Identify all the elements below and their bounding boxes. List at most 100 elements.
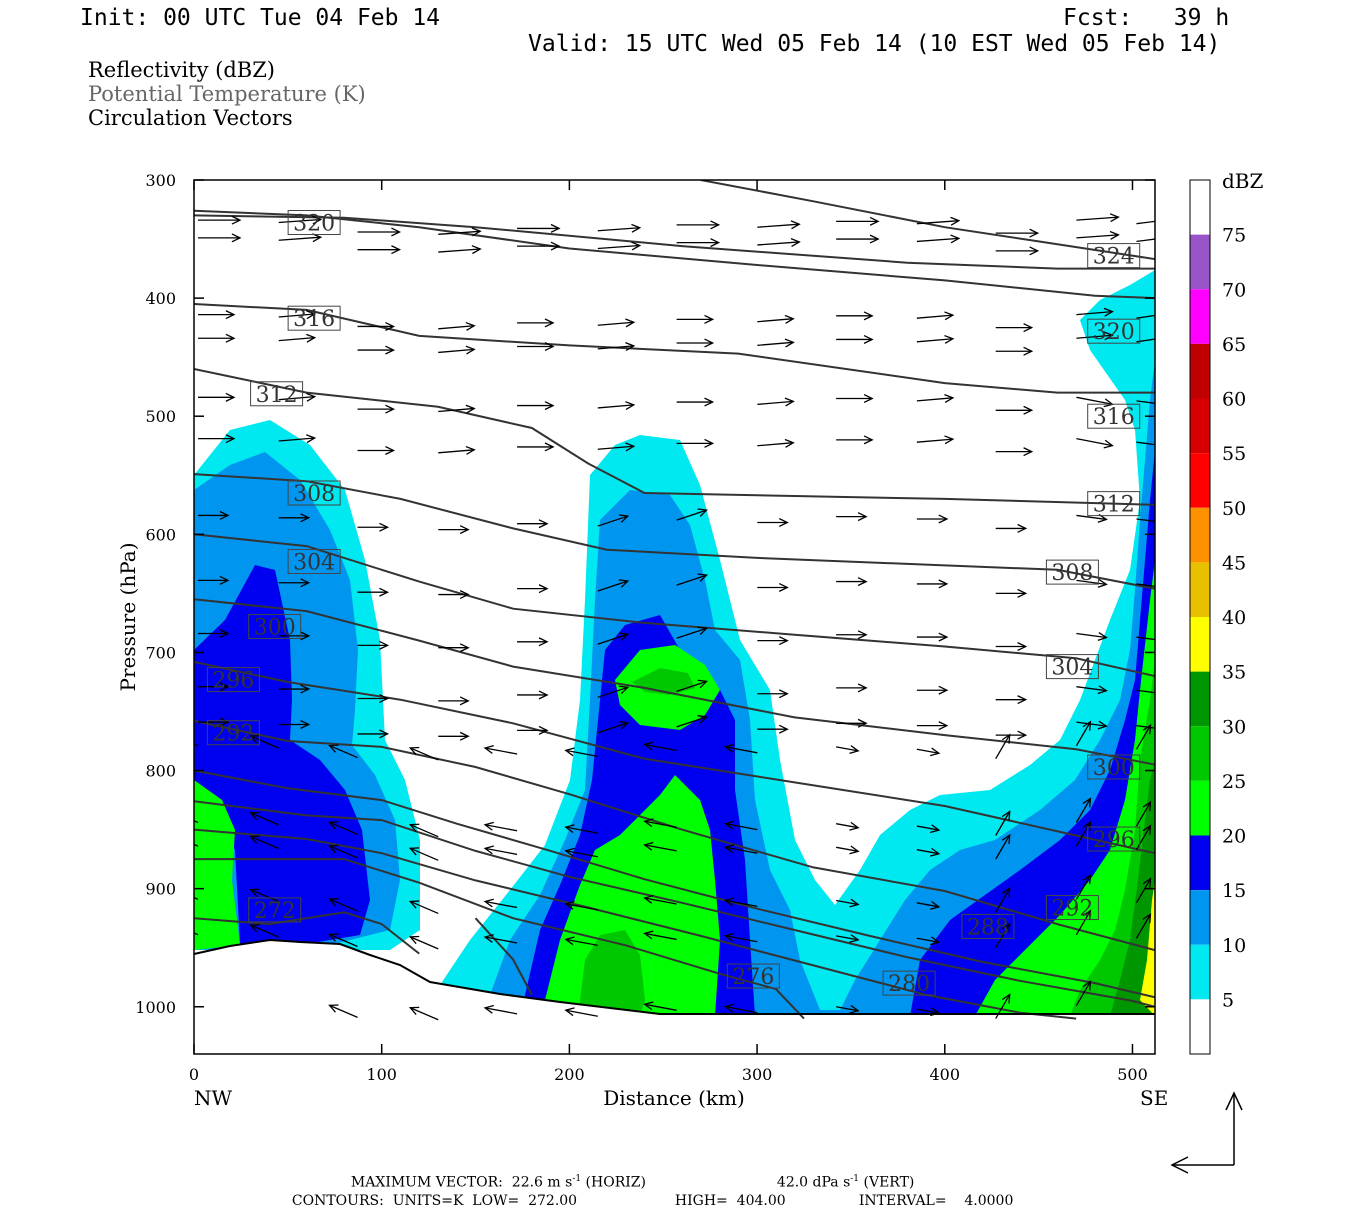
- vector-arrow: [198, 434, 236, 444]
- vector-arrow: [676, 573, 709, 586]
- x-axis-label: Distance (km): [603, 1086, 745, 1110]
- vector-arrow: [836, 821, 860, 831]
- vector-arrow: [836, 394, 874, 403]
- vector-arrow: [995, 323, 1034, 333]
- vector-arrow: [517, 342, 555, 352]
- vector-arrow: [757, 138, 799, 146]
- forecast-hour: Fcst: 39 h: [1063, 5, 1230, 31]
- vector-arrow: [249, 924, 279, 938]
- theta-label: 312: [256, 383, 298, 408]
- vector-arrow: [757, 397, 795, 407]
- vector-arrow: [836, 934, 860, 943]
- theta-label-box: [1045, 895, 1099, 921]
- y-tick-label: 300: [145, 171, 176, 190]
- vector-arrow: [1136, 636, 1155, 641]
- vector-arrow: [1135, 800, 1152, 827]
- vector-arrow: [723, 897, 758, 908]
- vector-arrow: [517, 637, 549, 647]
- vector-arrow: [723, 743, 758, 754]
- vector-arrow: [483, 821, 518, 832]
- vector-arrow: [278, 392, 317, 402]
- vector-arrow: [916, 579, 949, 589]
- x-tick-label: 500: [1117, 1065, 1148, 1084]
- theta-label-box: [206, 667, 260, 693]
- colorbar-swatch: [1190, 453, 1210, 508]
- footer-contours: CONTOURS: UNITS=K LOW= 272.00: [291, 1193, 578, 1209]
- vector-arrow: [643, 895, 677, 905]
- plot-frame: [193, 179, 1156, 1055]
- vector-arrow: [995, 642, 1028, 652]
- vector-arrow: [995, 405, 1034, 415]
- x-tick-label: 100: [366, 1065, 397, 1084]
- vector-arrow: [1076, 685, 1108, 695]
- x-tick-label: 200: [554, 1065, 585, 1084]
- vector-arrow: [597, 685, 630, 698]
- theta-labels: 320 316 312 308 304 300 296 292 272 276 280 288 292 2…: [206, 210, 1141, 997]
- vector-arrow: [1136, 518, 1155, 523]
- theta-label: 280: [888, 972, 930, 997]
- vector-arrow: [517, 71, 559, 79]
- vector-arrow: [279, 157, 321, 165]
- vector-arrow: [995, 447, 1034, 457]
- vector-arrow: [1076, 307, 1114, 317]
- vector-arrow: [438, 145, 480, 153]
- vector-arrow: [757, 689, 789, 699]
- vector-arrow: [916, 900, 941, 910]
- vector-arrow: [408, 847, 439, 861]
- vector-arrow: [328, 821, 358, 835]
- vector-arrow: [249, 811, 279, 826]
- x-tick-label: 400: [930, 1065, 961, 1084]
- theta-contour: [194, 828, 1077, 1020]
- vector-arrow: [517, 165, 559, 173]
- footer-max-vector-vert: 42.0 dPa s-1 (VERT): [776, 1174, 915, 1191]
- vector-arrow: [757, 338, 795, 348]
- theta-label-box: [1087, 318, 1141, 344]
- vector-arrow: [916, 1007, 941, 1017]
- vector-arrow: [408, 746, 439, 761]
- vector-arrow: [757, 724, 789, 734]
- vector-arrow: [916, 747, 941, 757]
- theta-label: 296: [1093, 828, 1135, 853]
- colorbar-swatch: [1190, 617, 1210, 672]
- vector-arrow: [278, 719, 311, 729]
- vector-arrow: [357, 404, 396, 414]
- legend-vectors: Circulation Vectors: [88, 106, 293, 130]
- vector-arrow: [836, 64, 878, 72]
- theta-label-box: [287, 548, 341, 574]
- vector-arrow: [279, 133, 321, 141]
- colorbar-label: 15: [1222, 880, 1246, 902]
- vector-arrow: [358, 75, 400, 83]
- vector-arrow: [1075, 980, 1092, 1006]
- vector-arrow: [757, 518, 789, 528]
- theta-label-box: [1087, 243, 1141, 269]
- vector-arrow: [198, 629, 230, 639]
- colorbar-swatch: [1190, 234, 1210, 290]
- vector-arrow: [198, 157, 240, 165]
- vector-arrow: [1076, 578, 1108, 588]
- vector-arrow: [598, 165, 640, 173]
- vector-arrow: [676, 715, 709, 728]
- vector-arrow: [995, 833, 1011, 860]
- terrain-line: [193, 938, 1155, 1015]
- vector-arrow: [836, 234, 880, 244]
- vector-arrow: [198, 134, 240, 142]
- theta-label-box: [882, 970, 936, 996]
- theta-contour: [194, 533, 1155, 678]
- vector-arrow: [676, 438, 715, 448]
- theta-label: 292: [1051, 897, 1093, 922]
- vector-arrow: [597, 514, 630, 527]
- vector-arrow: [328, 898, 358, 912]
- vector-arrow: [1076, 155, 1118, 163]
- vector-arrow: [198, 310, 236, 320]
- vector-arrow: [677, 138, 719, 146]
- y-tick-label: 400: [145, 289, 176, 308]
- vector-arrow: [517, 142, 559, 150]
- vector-arrow: [1076, 213, 1120, 223]
- vector-arrow: [1136, 689, 1155, 694]
- circulation-vectors: [194, 64, 1178, 1021]
- theta-label-box: [248, 613, 302, 639]
- vector-arrow: [836, 311, 874, 321]
- vector-arrow: [1136, 156, 1178, 164]
- vector-arrow: [438, 590, 470, 600]
